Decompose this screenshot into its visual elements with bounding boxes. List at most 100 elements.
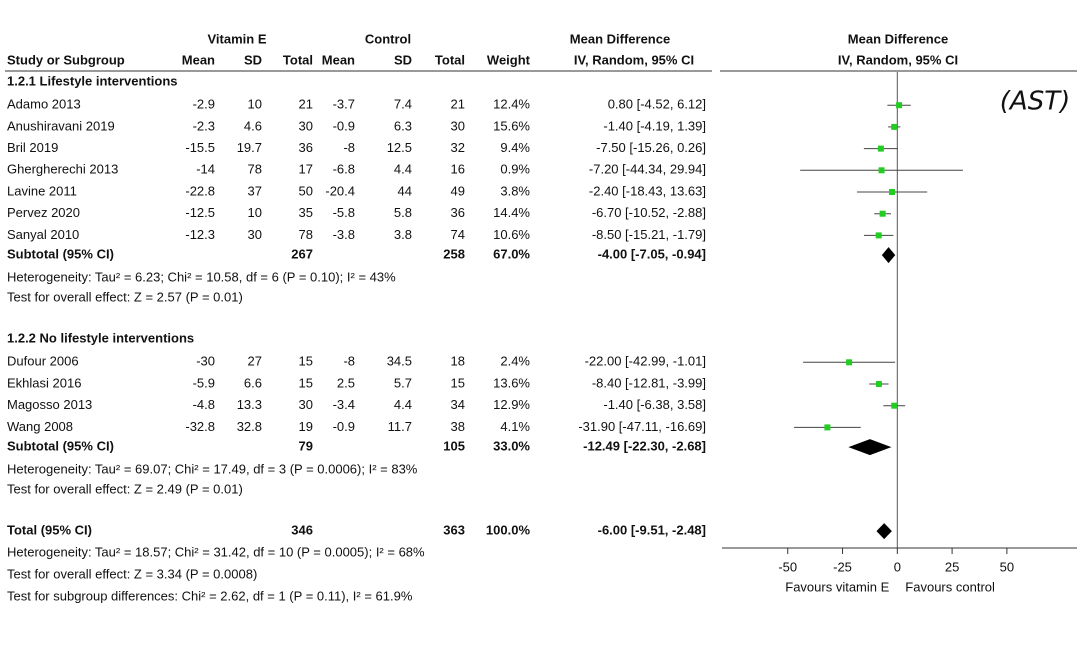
table-cell: Anushiravani 2019	[7, 118, 115, 133]
x-tick-label: 0	[894, 559, 901, 574]
table-cell: -4.8	[193, 397, 215, 412]
table-cell: 21	[451, 97, 465, 112]
table-cell: 15	[299, 354, 313, 369]
table-cell: 30	[299, 118, 313, 133]
subgroup-title: 1.2.1 Lifestyle interventions	[7, 73, 178, 88]
pooled-diamond	[876, 523, 892, 540]
study-point	[824, 424, 831, 431]
table-cell: 35	[299, 205, 313, 220]
table-cell: 12.5	[387, 140, 412, 155]
axis-label: Favours control	[905, 579, 995, 594]
x-tick-label: -25	[833, 559, 852, 574]
md-cell: -1.40 [-4.19, 1.39]	[603, 118, 706, 133]
study-point	[896, 102, 903, 109]
table-cell: Ekhlasi 2016	[7, 375, 81, 390]
table-cell: -8	[343, 140, 355, 155]
column-header: IV, Random, 95% CI	[574, 52, 694, 67]
table-cell: Pervez 2020	[7, 205, 80, 220]
table-cell: Lavine 2011	[7, 183, 77, 198]
column-header: SD	[394, 52, 412, 67]
table-cell: 4.1%	[500, 419, 530, 434]
table-cell: 30	[451, 118, 465, 133]
study-point	[879, 210, 886, 217]
table-cell: 10	[248, 97, 262, 112]
total-note: Test for subgroup differences: Chi² = 2.…	[7, 589, 413, 604]
table-cell: -14	[196, 162, 215, 177]
table-cell: 2.4%	[500, 354, 530, 369]
table-cell: 17	[299, 162, 313, 177]
total-note: Heterogeneity: Tau² = 18.57; Chi² = 31.4…	[7, 545, 425, 560]
table-cell: -15.5	[185, 140, 215, 155]
pooled-diamond	[848, 439, 892, 456]
table-cell: 13.3	[237, 397, 262, 412]
table-cell: Sanyal 2010	[7, 227, 79, 242]
table-cell: Magosso 2013	[7, 397, 92, 412]
study-point	[891, 123, 898, 130]
table-cell: Dufour 2006	[7, 354, 79, 369]
table-cell: -30	[196, 354, 215, 369]
md-cell: -7.20 [-44.34, 29.94]	[589, 162, 706, 177]
md-cell: -1.40 [-6.38, 3.58]	[603, 397, 706, 412]
table-cell: 32.8	[237, 419, 262, 434]
summary-total: 346	[291, 523, 313, 538]
summary-weight: 100.0%	[486, 523, 531, 538]
table-cell: 74	[451, 227, 465, 242]
table-cell: 78	[248, 162, 262, 177]
table-cell: -20.4	[325, 183, 355, 198]
column-header: Study or Subgroup	[7, 52, 125, 67]
study-point	[889, 189, 896, 195]
table-cell: 3.8	[394, 227, 412, 242]
summary-total: 105	[443, 439, 465, 454]
column-header: Mean	[182, 52, 215, 67]
total-note: Test for overall effect: Z = 3.34 (P = 0…	[7, 567, 257, 582]
summary-label: Subtotal (95% CI)	[7, 247, 114, 262]
table-cell: 14.4%	[493, 205, 530, 220]
md-cell: -8.40 [-12.81, -3.99]	[592, 375, 706, 390]
group-header: Control	[365, 31, 411, 46]
annotation: (AST)	[1000, 87, 1070, 117]
table-cell: 10.6%	[493, 227, 530, 242]
x-tick-label: 50	[1000, 559, 1014, 574]
heterogeneity: Heterogeneity: Tau² = 6.23; Chi² = 10.58…	[7, 270, 396, 285]
study-point	[877, 145, 884, 152]
table-cell: 44	[398, 183, 412, 198]
table-cell: -0.9	[333, 118, 355, 133]
md-cell: -22.00 [-42.99, -1.01]	[585, 354, 706, 369]
table-cell: 19.7	[237, 140, 262, 155]
table-cell: 16	[451, 162, 465, 177]
table-cell: -3.4	[333, 397, 355, 412]
table-cell: 50	[299, 183, 313, 198]
table-cell: 9.4%	[500, 140, 530, 155]
summary-label: Total (95% CI)	[7, 523, 92, 538]
table-cell: -2.9	[193, 97, 215, 112]
summary-total: 258	[443, 247, 465, 262]
md-cell: -6.70 [-10.52, -2.88]	[592, 205, 706, 220]
x-tick-label: 25	[945, 559, 959, 574]
axis-label: Favours vitamin E	[785, 579, 889, 594]
table-cell: -5.8	[333, 205, 355, 220]
summary-weight: 33.0%	[493, 439, 530, 454]
table-cell: Wang 2008	[7, 419, 73, 434]
summary-label: Subtotal (95% CI)	[7, 439, 114, 454]
table-cell: -22.8	[185, 183, 215, 198]
table-cell: 3.8%	[500, 183, 530, 198]
summary-total: 79	[299, 439, 313, 454]
plot-title: Mean Difference	[848, 31, 948, 46]
subgroup-title: 1.2.2 No lifestyle interventions	[7, 331, 194, 346]
table-cell: 5.7	[394, 375, 412, 390]
study-point	[875, 232, 882, 239]
table-cell: 32	[451, 140, 465, 155]
heterogeneity: Heterogeneity: Tau² = 69.07; Chi² = 17.4…	[7, 462, 418, 477]
study-point	[878, 167, 885, 174]
table-cell: 11.7	[388, 419, 412, 434]
column-header: Mean	[322, 52, 355, 67]
table-cell: 15.6%	[493, 118, 530, 133]
md-cell: -31.90 [-47.11, -16.69]	[578, 419, 706, 434]
table-cell: 38	[451, 419, 465, 434]
table-cell: 27	[248, 354, 262, 369]
table-cell: 78	[299, 227, 313, 242]
summary-md: -4.00 [-7.05, -0.94]	[598, 247, 706, 262]
table-cell: -12.3	[185, 227, 215, 242]
column-header: Mean Difference	[570, 31, 670, 46]
